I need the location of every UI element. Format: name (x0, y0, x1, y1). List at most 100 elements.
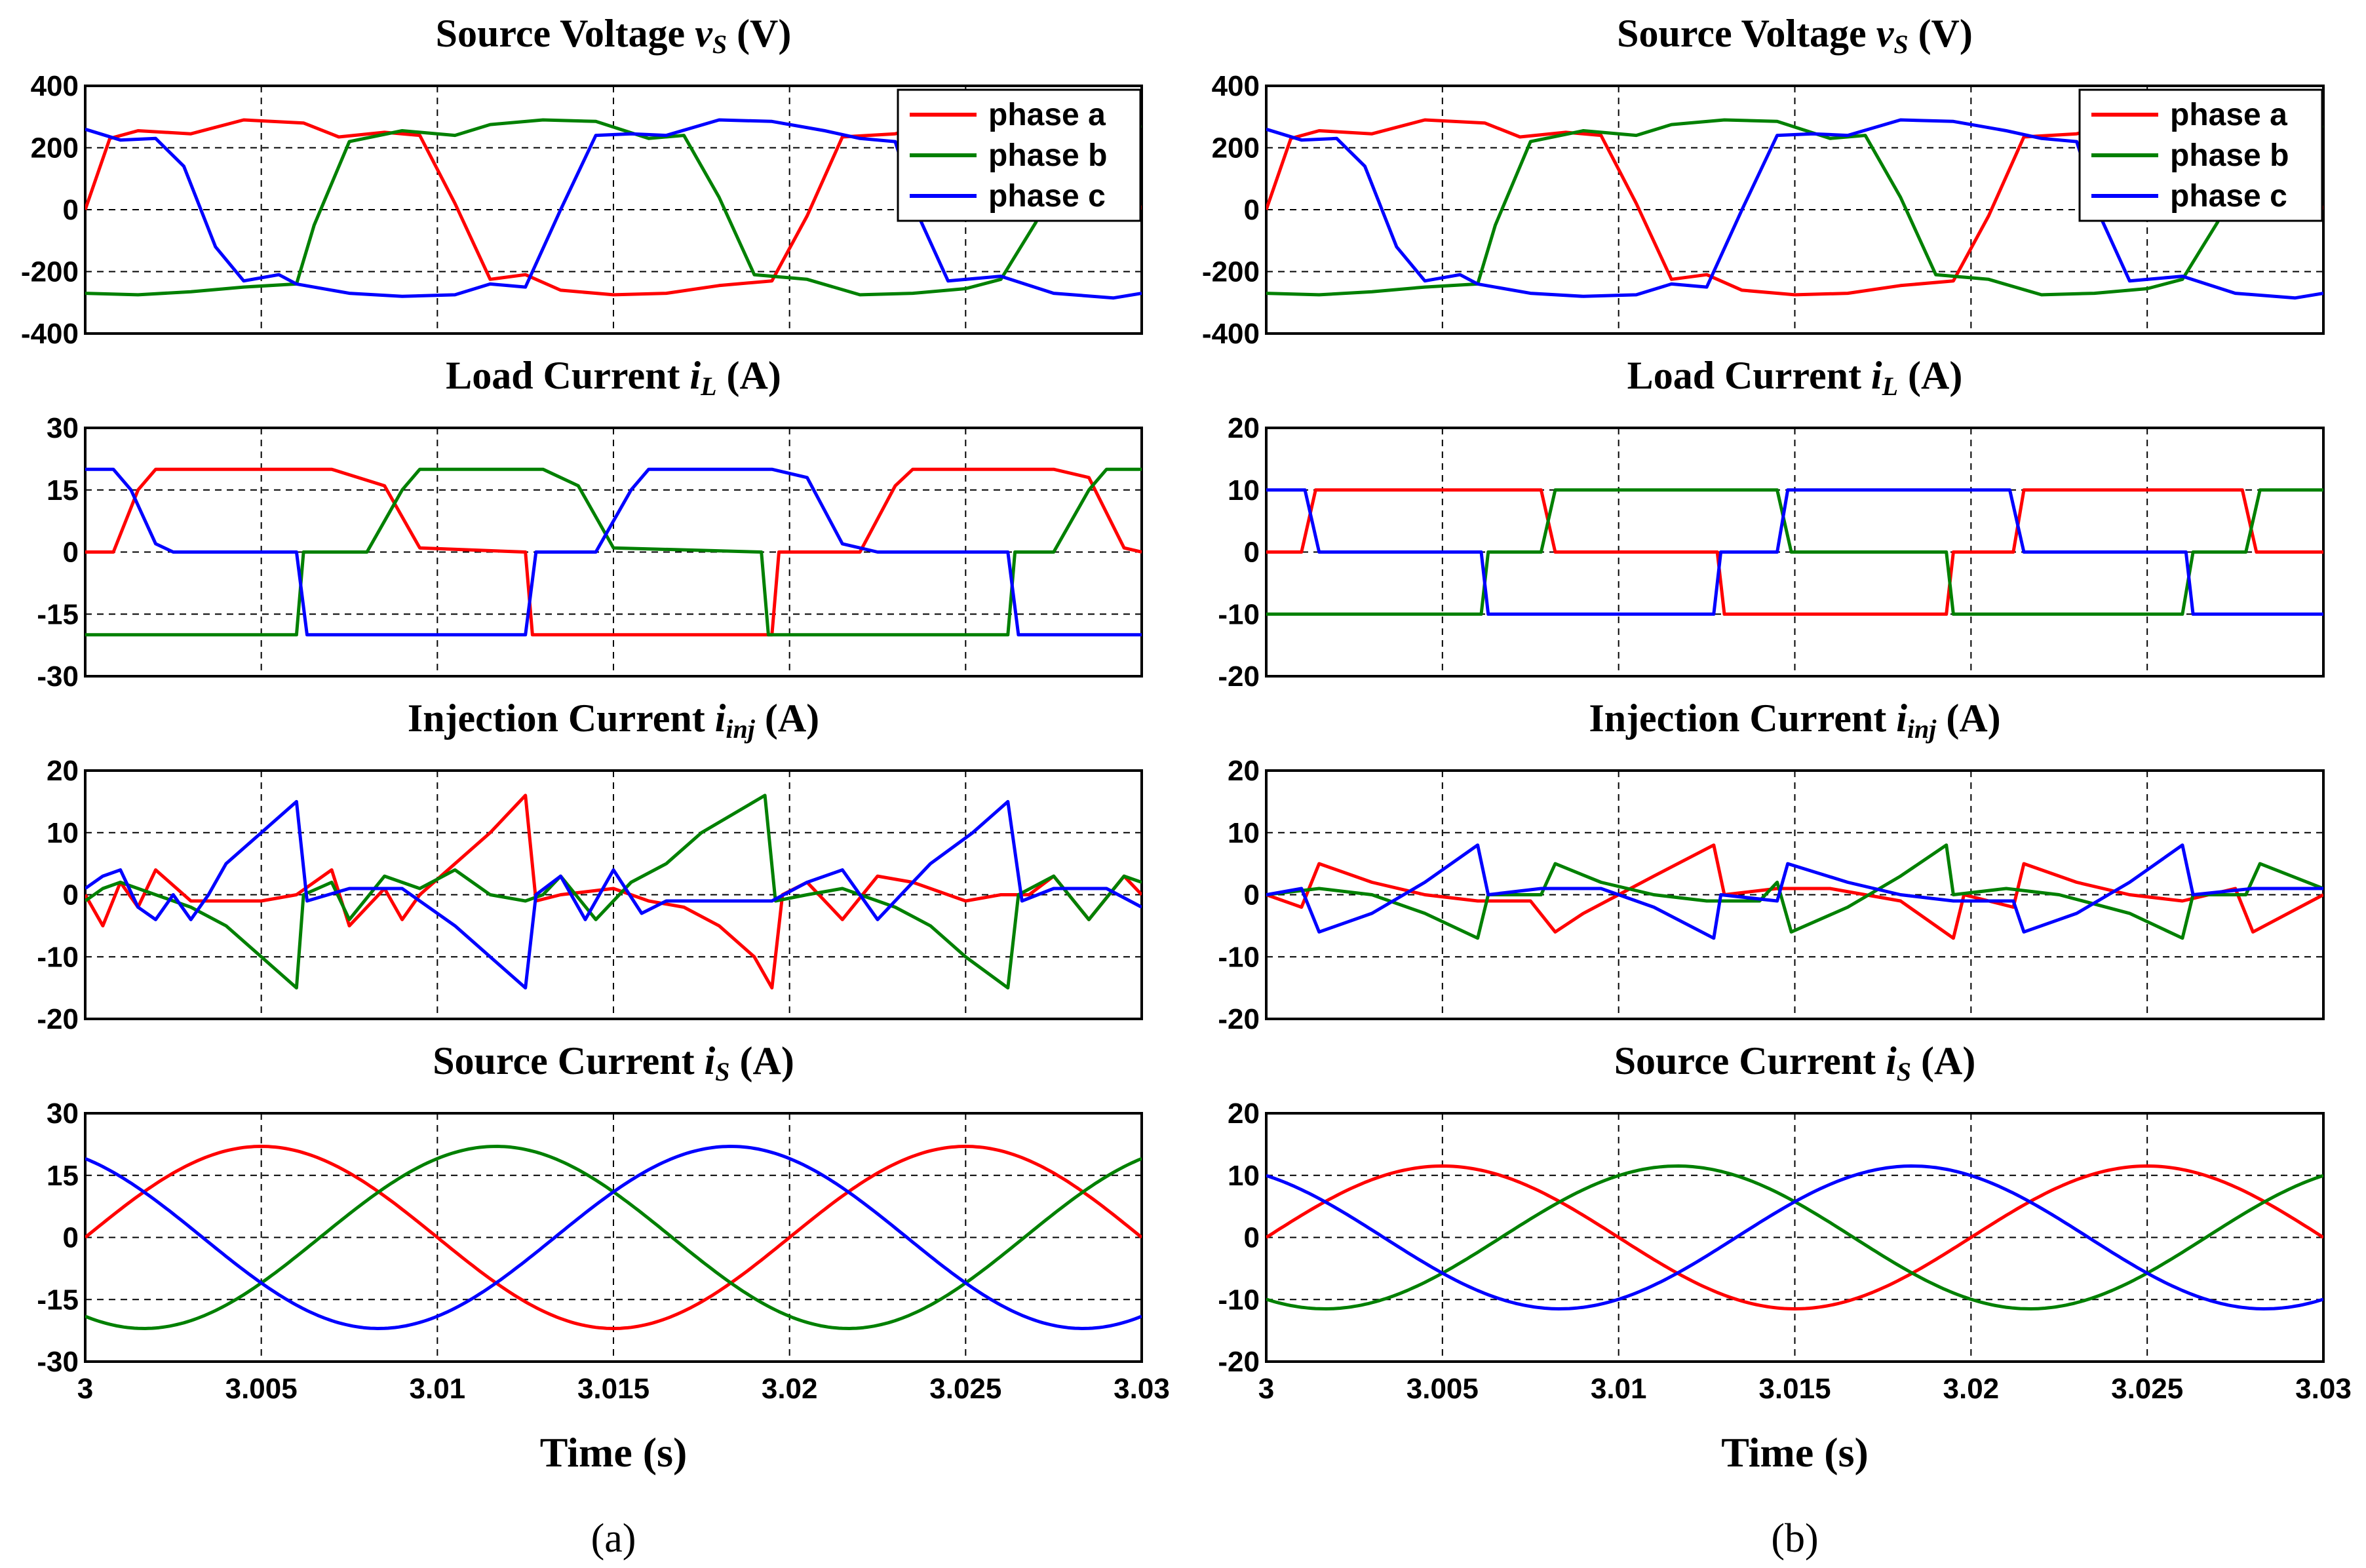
plot-title-unit: (A) (1898, 354, 1962, 397)
y-tick-label: 400 (1212, 70, 1260, 102)
x-axis-label: Time (s) (540, 1429, 688, 1476)
y-tick-label: 30 (47, 1098, 79, 1130)
series-phase-c (1266, 488, 2323, 616)
series-phase-a (1266, 488, 2323, 616)
series-phase-a (85, 794, 1142, 990)
x-tick-label: 3 (1258, 1373, 1274, 1405)
y-tick-label: 15 (47, 474, 79, 507)
y-tick-label: -20 (1218, 1346, 1260, 1378)
series-phase-a (85, 1145, 1142, 1330)
x-axis-label: Time (s) (1721, 1429, 1869, 1476)
plot-title-subscript: L (1882, 372, 1898, 401)
plot-title: Source Voltage vS (V) (436, 12, 792, 59)
series-phase-c (85, 118, 1142, 300)
plot-title-main: Source Voltage (436, 12, 695, 55)
y-tick-label: -400 (21, 318, 79, 350)
y-tick-label: 0 (63, 537, 79, 569)
plot-a-3: Injection Current iinj (A) -20 -10 0 10 20 (37, 697, 1143, 1035)
series-phase-c (1266, 1164, 2323, 1310)
y-tick-label: 0 (1244, 1222, 1260, 1254)
y-tick-label: 0 (63, 879, 79, 911)
plot-title-main: Load Current (446, 354, 689, 397)
plot-title-variable: i (1871, 354, 1882, 397)
series-phase-a (1266, 843, 2323, 940)
plot-a-4: Source Current iS (A) -30 -15 0 15 30 3 3.005 3.… (37, 1039, 1169, 1561)
plot-title-subscript: S (712, 29, 727, 59)
y-tick-label: -200 (1202, 256, 1260, 288)
y-tick-label: -20 (1218, 1003, 1260, 1035)
y-tick-label: 20 (1228, 412, 1260, 444)
plot-title-main: Source Voltage (1617, 12, 1876, 55)
y-tick-label: 0 (63, 194, 79, 226)
series-phase-c (85, 1145, 1142, 1330)
y-tick-label: 10 (1228, 474, 1260, 507)
plot-title-subscript: S (1893, 29, 1908, 59)
plot-title-main: Load Current (1627, 354, 1871, 397)
series-phase-b (85, 467, 1142, 637)
x-tick-label: 3 (77, 1373, 93, 1405)
series-phase-b (1266, 843, 2323, 940)
plot-title-main: Injection Current (408, 697, 715, 740)
plot-title-unit: (A) (1936, 697, 2000, 740)
y-tick-label: 0 (63, 1222, 79, 1254)
legend-label: phase c (2170, 179, 2287, 214)
plot-title-variable: i (1896, 697, 1907, 740)
series-phase-a (1266, 1164, 2323, 1310)
y-tick-label: 10 (47, 817, 79, 849)
y-tick-label: -400 (1202, 318, 1260, 350)
plot-title-main: Source Current (1614, 1039, 1886, 1082)
y-tick-label: -20 (1218, 660, 1260, 693)
plot-b-2: Load Current iL (A) -20 -10 0 10 20 (1218, 354, 2325, 693)
plot-title-unit: (V) (727, 12, 791, 55)
y-tick-label: -20 (37, 1003, 79, 1035)
x-tick-label: 3.01 (410, 1373, 466, 1405)
plot-title-unit: (A) (1911, 1039, 1975, 1082)
plot-title-variable: v (1876, 12, 1895, 55)
series-phase-b (1266, 488, 2323, 616)
plot-title: Source Current iS (A) (1614, 1039, 1976, 1086)
panel-a: Source Voltage vS (V)-400-2000200400phas… (21, 12, 1170, 1561)
plot-title-variable: i (689, 354, 701, 397)
y-tick-label: 400 (31, 70, 79, 102)
panel-b: Source Voltage vS (V)-400-2000200400phas… (1202, 12, 2352, 1561)
legend-label: phase a (988, 98, 1106, 132)
y-tick-label: -15 (37, 1284, 79, 1316)
x-tick-label: 3.015 (1758, 1373, 1831, 1405)
plot-title-variable: v (695, 12, 713, 55)
plot-title-main: Source Current (433, 1039, 704, 1082)
legend: phase a phase b phase c (897, 88, 1142, 222)
y-tick-label: 20 (47, 755, 79, 787)
y-tick-label: 20 (1228, 755, 1260, 787)
x-tick-label: 3.005 (225, 1373, 298, 1405)
plot-b-1: Source Voltage vS (V) -400 -200 0 200 400 phas… (1202, 12, 2325, 350)
plot-title: Injection Current iinj (A) (408, 697, 819, 744)
legend-label: phase a (2170, 98, 2287, 132)
y-tick-label: -10 (1218, 1284, 1260, 1316)
y-tick-label: 0 (1244, 879, 1260, 911)
legend-label: phase b (2170, 138, 2289, 173)
y-tick-label: 30 (47, 412, 79, 444)
y-tick-label: 10 (1228, 1160, 1260, 1192)
plot-title-unit: (A) (717, 354, 781, 397)
plot-title: Load Current iL (A) (446, 354, 781, 401)
y-tick-label: 10 (1228, 817, 1260, 849)
x-tick-label: 3.015 (577, 1373, 650, 1405)
plot-b-4: Source Current iS (A) -20 -10 0 10 20 3 3.005 3.… (1218, 1039, 2351, 1561)
legend: phase a phase b phase c (2078, 88, 2323, 222)
x-tick-label: 3.03 (1114, 1373, 1170, 1405)
y-tick-label: -15 (37, 598, 79, 630)
series-phase-a (85, 467, 1142, 637)
y-tick-label: -30 (37, 1346, 79, 1378)
y-tick-label: -30 (37, 660, 79, 693)
y-tick-label: -10 (37, 941, 79, 973)
y-tick-label: -200 (21, 256, 79, 288)
plot-title-unit: (V) (1909, 12, 1973, 55)
plot-b-3: Injection Current iinj (A) -20 -10 0 10 20 (1218, 697, 2325, 1035)
panel-caption: (b) (1771, 1516, 1818, 1561)
y-tick-label: 15 (47, 1160, 79, 1192)
plot-title-variable: i (715, 697, 726, 740)
panel-caption: (a) (591, 1516, 636, 1561)
y-tick-label: -10 (1218, 598, 1260, 630)
plot-title-unit: (A) (755, 697, 819, 740)
series-phase-c (1266, 118, 2323, 300)
